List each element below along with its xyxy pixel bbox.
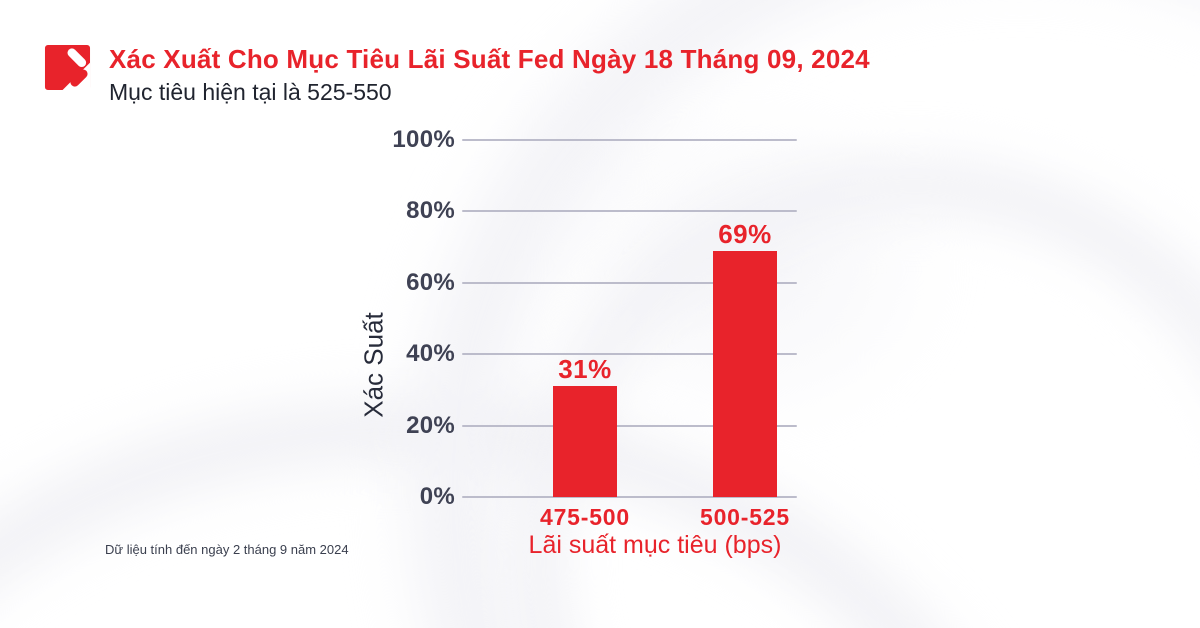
value-label-475-500: 31% xyxy=(558,354,612,384)
gridline-100 xyxy=(462,139,797,141)
y-tick-label-100: 100% xyxy=(392,126,455,153)
bar-500-525 xyxy=(713,251,777,497)
y-tick-label-40: 40% xyxy=(406,340,455,368)
bar-475-500 xyxy=(553,386,617,497)
data-as-of-note: Dữ liệu tính đến ngày 2 tháng 9 năm 2024 xyxy=(105,542,349,557)
y-tick-label-20: 20% xyxy=(406,411,455,439)
page-subtitle: Mục tiêu hiện tại là 525-550 xyxy=(109,79,392,106)
value-label-500-525: 69% xyxy=(718,219,772,249)
header: Xác Xuất Cho Mục Tiêu Lãi Suất Fed Ngày … xyxy=(44,44,870,106)
plot-area: 31% 475-500 69% 500-525 xyxy=(462,139,797,530)
page-title: Xác Xuất Cho Mục Tiêu Lãi Suất Fed Ngày … xyxy=(109,44,870,74)
y-axis-ticks: 0% 20% 40% 60% 80% 100% xyxy=(315,126,455,510)
y-tick-label-80: 80% xyxy=(406,197,455,225)
x-tick-label-475-500: 475-500 xyxy=(539,504,630,530)
x-tick-label-500-525: 500-525 xyxy=(699,504,790,530)
x-axis-title: Lãi suất mục tiêu (bps) xyxy=(528,531,782,559)
title-block: Xác Xuất Cho Mục Tiêu Lãi Suất Fed Ngày … xyxy=(109,44,870,106)
gridline-80 xyxy=(462,210,797,213)
y-tick-label-0: 0% xyxy=(419,483,455,510)
brand-slash-square-icon xyxy=(44,44,91,91)
y-tick-label-60: 60% xyxy=(406,268,455,296)
